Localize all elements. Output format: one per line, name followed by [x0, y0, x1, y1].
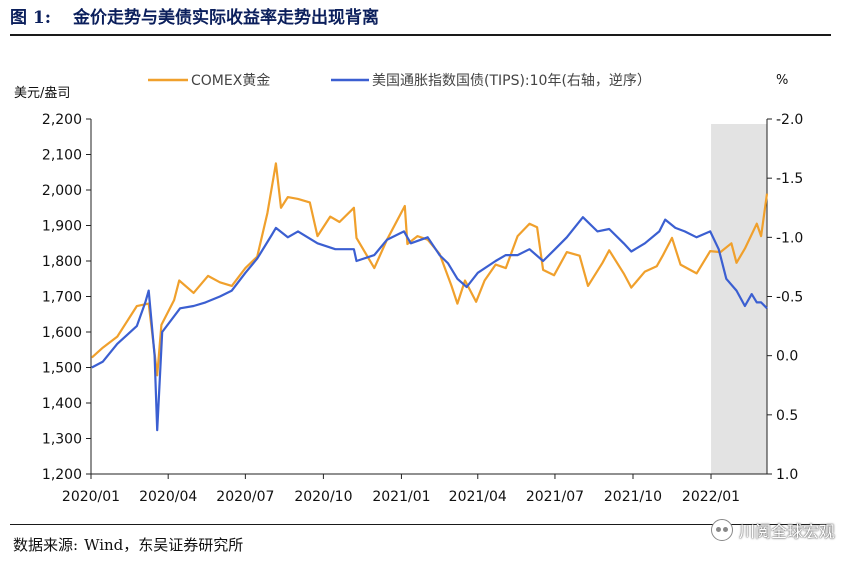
- tips-yield-line: [91, 216, 768, 432]
- left-tick-label: 1,800: [42, 254, 82, 270]
- right-tick-label: 0.0: [776, 349, 798, 365]
- x-tick-label: 2020/01: [62, 489, 120, 505]
- source-note: 数据来源: Wind，东吴证券研究所: [13, 532, 243, 558]
- figure-number: 图 1:: [10, 8, 52, 28]
- left-tick-label: 1,700: [42, 290, 82, 306]
- watermark-text: 川阅全球宏观: [738, 522, 835, 541]
- x-tick-label: 2021/10: [604, 489, 662, 505]
- right-tick-label: -0.5: [776, 290, 803, 306]
- right-axis-unit: %: [776, 73, 788, 88]
- x-tick-label: 2021/07: [526, 489, 584, 505]
- gold-price-line: [91, 162, 769, 377]
- left-tick-label: 1,300: [42, 432, 82, 448]
- left-tick-label: 2,000: [42, 183, 82, 199]
- figure-title: 图 1: 金价走势与美债实际收益率走势出现背离: [10, 4, 379, 32]
- x-tick-label: 2020/10: [294, 489, 352, 505]
- legend-gold-label: COMEX黄金: [191, 72, 270, 89]
- left-tick-label: 1,600: [42, 325, 82, 341]
- figure-title-text: 金价走势与美债实际收益率走势出现背离: [73, 8, 380, 28]
- left-tick-label: 1,200: [42, 467, 82, 483]
- shaded-region: [711, 124, 767, 474]
- left-tick-label: 1,500: [42, 361, 82, 377]
- gold-vs-tips-chart: 1,200 1,300 1,400 1,500 1,600 1,700 1,800 1,900…: [14, 72, 803, 505]
- left-axis-unit: 美元/盎司: [14, 86, 70, 101]
- right-tick-label: -2.0: [776, 112, 803, 128]
- left-tick-label: 2,200: [42, 112, 82, 128]
- x-tick-label: 2022/01: [682, 489, 740, 505]
- right-tick-label: -1.0: [776, 230, 803, 246]
- right-tick-label: 1.0: [776, 467, 798, 483]
- watermark: 川阅全球宏观: [710, 517, 835, 543]
- source-label: 数据来源:: [13, 536, 79, 554]
- x-tick-label: 2021/04: [449, 489, 507, 505]
- source-text: Wind，东吴证券研究所: [84, 536, 244, 554]
- left-tick-label: 1,400: [42, 396, 82, 412]
- wechat-icon: [710, 519, 733, 541]
- left-tick-label: 2,100: [42, 148, 82, 164]
- source-rule: [10, 524, 831, 525]
- right-tick-label: 0.5: [776, 408, 798, 424]
- left-tick-label: 1,900: [42, 219, 82, 235]
- x-tick-label: 2021/01: [372, 489, 430, 505]
- x-tick-label: 2020/07: [216, 489, 274, 505]
- title-rule: [10, 34, 831, 36]
- legend-tips-label: 美国通胀指数国债(TIPS):10年(右轴，逆序）: [372, 73, 651, 89]
- x-tick-label: 2020/04: [139, 489, 197, 505]
- right-tick-label: -1.5: [776, 171, 803, 187]
